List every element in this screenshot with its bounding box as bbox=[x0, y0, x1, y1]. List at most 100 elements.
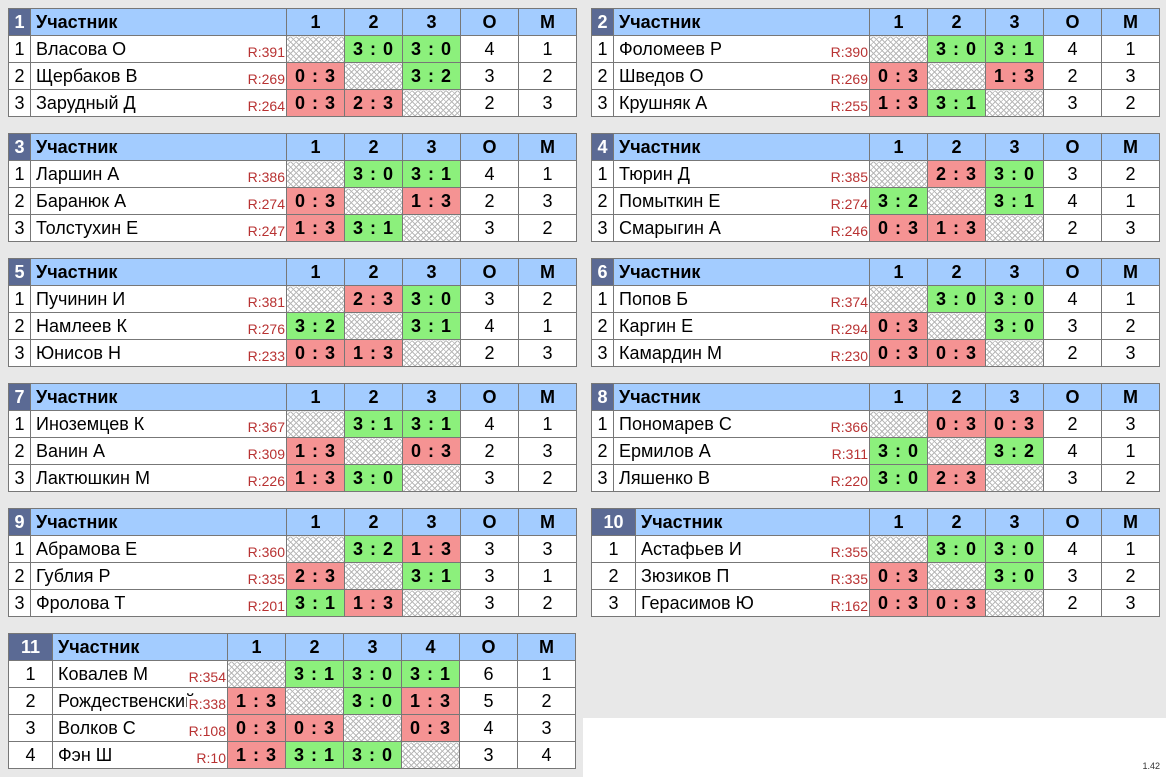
place-value: 3 bbox=[518, 437, 577, 465]
match-score: 1 : 3 bbox=[344, 339, 403, 367]
player-cell: Юнисов Н R:233 bbox=[30, 339, 287, 367]
participant-header: Участник bbox=[635, 508, 870, 536]
player-name: Астафьев И bbox=[641, 539, 742, 559]
opponent-column-header: 1 bbox=[286, 383, 345, 411]
self-match-cell bbox=[285, 687, 344, 715]
self-match-cell bbox=[869, 285, 928, 313]
opponent-column-header: 2 bbox=[344, 8, 403, 36]
player-cell: Каргин Е R:294 bbox=[613, 312, 870, 340]
self-match-cell bbox=[227, 660, 286, 688]
self-match-cell bbox=[286, 35, 345, 63]
player-name: Тюрин Д bbox=[619, 164, 690, 184]
self-match-cell bbox=[402, 464, 461, 492]
points-value: 3 bbox=[1043, 464, 1102, 492]
place-value: 1 bbox=[518, 410, 577, 438]
row-number: 3 bbox=[591, 589, 636, 617]
self-match-cell bbox=[343, 714, 402, 742]
match-score: 1 : 3 bbox=[286, 464, 345, 492]
place-value: 3 bbox=[517, 714, 576, 742]
player-name: Помыткин Е bbox=[619, 191, 721, 211]
self-match-cell bbox=[869, 410, 928, 438]
match-score: 3 : 0 bbox=[343, 660, 402, 688]
match-score: 1 : 3 bbox=[286, 214, 345, 242]
points-header: О bbox=[460, 508, 519, 536]
row-number: 1 bbox=[8, 35, 31, 63]
place-header: М bbox=[518, 133, 577, 161]
player-name: Шведов О bbox=[619, 66, 704, 86]
row-number: 2 bbox=[8, 62, 31, 90]
place-value: 1 bbox=[1101, 187, 1160, 215]
points-value: 4 bbox=[1043, 285, 1102, 313]
place-header: М bbox=[518, 258, 577, 286]
row-number: 1 bbox=[591, 285, 614, 313]
player-rating: R:226 bbox=[245, 473, 285, 489]
player-name: Щербаков В bbox=[36, 66, 138, 86]
player-cell: Волков С R:108 bbox=[52, 714, 228, 742]
player-rating: R:264 bbox=[245, 98, 285, 114]
row-number: 2 bbox=[8, 312, 31, 340]
row-number: 2 bbox=[591, 437, 614, 465]
place-header: М bbox=[1101, 133, 1160, 161]
points-value: 3 bbox=[460, 562, 519, 590]
place-value: 1 bbox=[1101, 437, 1160, 465]
row-number: 1 bbox=[591, 535, 636, 563]
match-score: 1 : 3 bbox=[227, 741, 286, 769]
player-rating: R:255 bbox=[828, 98, 868, 114]
player-rating: R:354 bbox=[186, 669, 226, 685]
player-rating: R:338 bbox=[186, 696, 226, 712]
self-match-cell bbox=[286, 535, 345, 563]
group-number: 4 bbox=[591, 133, 614, 161]
player-rating: R:220 bbox=[828, 473, 868, 489]
participant-header: Участник bbox=[613, 8, 870, 36]
row-number: 3 bbox=[8, 89, 31, 117]
row-number: 1 bbox=[8, 285, 31, 313]
header-row: 1 Участник 1 2 3 О М bbox=[8, 8, 577, 36]
opponent-column-header: 1 bbox=[227, 633, 286, 661]
points-value: 2 bbox=[1043, 589, 1102, 617]
opponent-column-header: 1 bbox=[869, 133, 928, 161]
player-rating: R:311 bbox=[829, 446, 868, 462]
opponent-column-header: 1 bbox=[869, 383, 928, 411]
player-rating: R:230 bbox=[828, 348, 868, 364]
match-score: 0 : 3 bbox=[285, 714, 344, 742]
points-value: 3 bbox=[460, 464, 519, 492]
self-match-cell bbox=[402, 214, 461, 242]
row-number: 2 bbox=[8, 187, 31, 215]
points-header: О bbox=[460, 8, 519, 36]
self-match-cell bbox=[869, 35, 928, 63]
points-header: О bbox=[1043, 133, 1102, 161]
match-score: 3 : 1 bbox=[344, 214, 403, 242]
self-match-cell bbox=[286, 160, 345, 188]
player-rating: R:276 bbox=[245, 321, 285, 337]
player-name: Зарудный Д bbox=[36, 93, 136, 113]
player-name: Ванин А bbox=[36, 441, 105, 461]
player-rating: R:274 bbox=[828, 196, 868, 212]
player-cell: Зюзиков П R:335 bbox=[635, 562, 870, 590]
player-cell: Смарыгин А R:246 bbox=[613, 214, 870, 242]
header-row: 3 Участник 1 2 3 О М bbox=[8, 133, 577, 161]
player-cell: Астафьев И R:355 bbox=[635, 535, 870, 563]
player-cell: Баранюк А R:274 bbox=[30, 187, 287, 215]
player-cell: Попов Б R:374 bbox=[613, 285, 870, 313]
place-value: 3 bbox=[518, 535, 577, 563]
player-name: Гублия Р bbox=[36, 566, 111, 586]
match-score: 3 : 1 bbox=[985, 35, 1044, 63]
player-cell: Абрамова Е R:360 bbox=[30, 535, 287, 563]
points-header: О bbox=[1043, 8, 1102, 36]
self-match-cell bbox=[402, 89, 461, 117]
opponent-column-header: 1 bbox=[869, 258, 928, 286]
points-value: 2 bbox=[1043, 410, 1102, 438]
opponent-column-header: 2 bbox=[344, 383, 403, 411]
player-cell: Ляшенко В R:220 bbox=[613, 464, 870, 492]
place-value: 3 bbox=[518, 339, 577, 367]
